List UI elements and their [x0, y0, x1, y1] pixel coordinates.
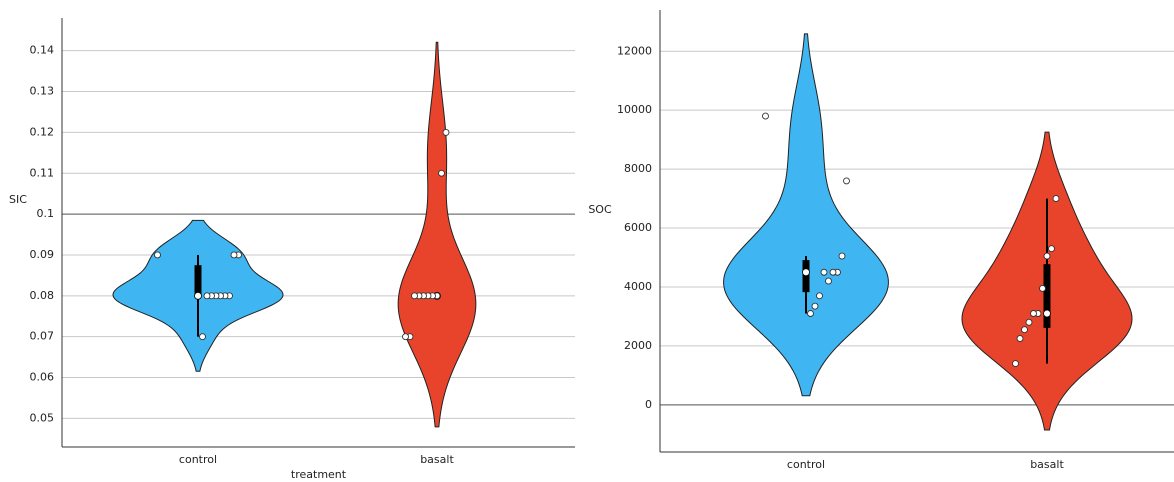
data-point — [1030, 310, 1037, 317]
data-point — [154, 251, 161, 259]
median — [194, 291, 202, 300]
x-axis-label: treatment — [291, 468, 347, 481]
y-tick-label: 0.07 — [30, 330, 55, 343]
data-point — [811, 302, 819, 310]
data-point — [1039, 285, 1046, 292]
data-point — [438, 169, 445, 177]
data-point — [1012, 360, 1019, 368]
x-tick-label: basalt — [1030, 458, 1064, 471]
data-point — [816, 292, 823, 300]
y-tick-label: 0.08 — [30, 289, 55, 302]
data-point — [411, 292, 418, 300]
violin — [723, 33, 889, 397]
x-tick-label: control — [179, 453, 217, 466]
data-point — [843, 177, 850, 185]
data-point — [442, 128, 450, 136]
data-point — [199, 333, 206, 341]
y-tick-label: 2000 — [624, 339, 652, 352]
y-tick-label: 10000 — [617, 103, 652, 116]
y-axis-label: SIC — [9, 193, 27, 206]
y-tick-label: 8000 — [624, 162, 652, 175]
data-point — [1025, 318, 1033, 326]
y-tick-label: 0.05 — [30, 411, 55, 424]
y-tick-label: 0.09 — [30, 248, 55, 261]
data-point — [829, 268, 837, 276]
x-tick-label: basalt — [420, 453, 454, 466]
data-point — [1016, 335, 1024, 343]
data-point — [402, 333, 409, 341]
data-point — [807, 310, 814, 317]
y-tick-label: 6000 — [624, 221, 652, 234]
data-point — [825, 277, 832, 285]
y-tick-label: 12000 — [617, 44, 652, 57]
y-tick-label: 4000 — [624, 280, 652, 293]
violin — [397, 41, 477, 428]
data-point — [230, 251, 238, 259]
y-axis-label: SOC — [588, 203, 612, 216]
y-tick-label: 0 — [645, 398, 652, 411]
median — [1043, 309, 1051, 318]
data-point — [1052, 195, 1060, 203]
data-point — [1043, 252, 1051, 260]
data-point — [820, 268, 828, 276]
data-point — [1021, 326, 1028, 334]
y-tick-label: 0.1 — [37, 207, 55, 220]
data-point — [1048, 245, 1055, 253]
x-tick-label: control — [787, 458, 825, 471]
data-point — [838, 252, 846, 260]
y-tick-label: 0.14 — [30, 44, 55, 57]
data-point — [203, 292, 211, 300]
box — [1043, 264, 1051, 328]
box — [194, 265, 202, 296]
y-tick-label: 0.11 — [30, 166, 55, 179]
y-tick-label: 0.06 — [30, 371, 55, 384]
y-tick-label: 0.12 — [30, 125, 55, 138]
y-tick-label: 0.13 — [30, 85, 55, 98]
data-point — [762, 112, 769, 120]
median — [802, 268, 810, 277]
